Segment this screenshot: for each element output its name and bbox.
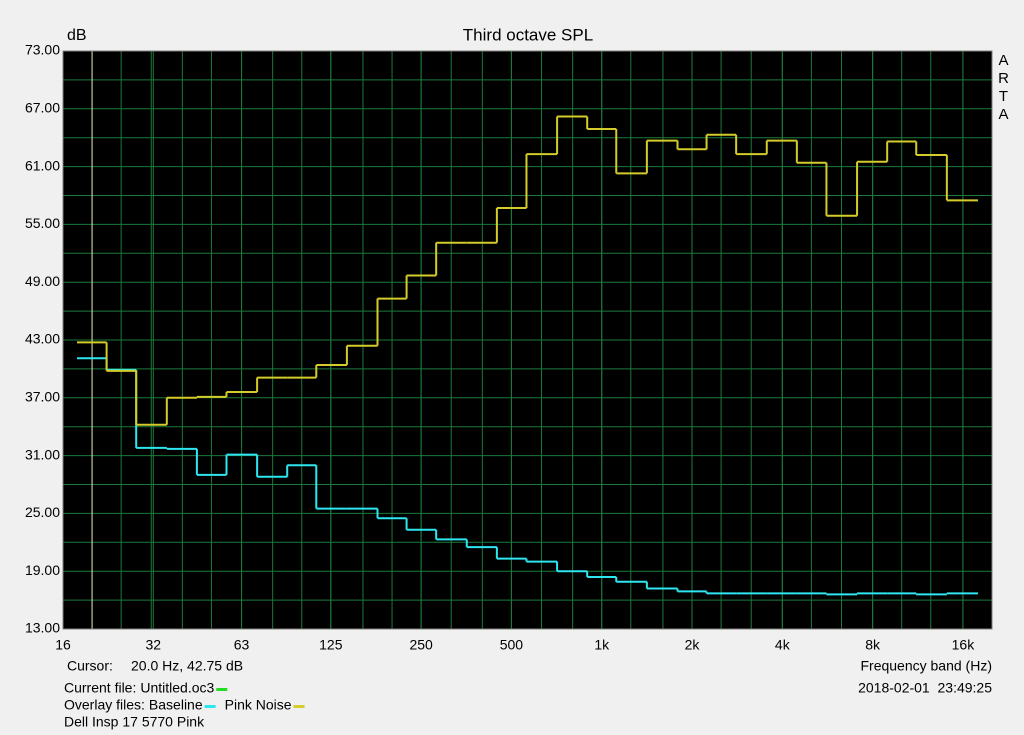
x-tick-label: 16k	[952, 637, 976, 653]
y-tick-label: 67.00	[25, 100, 60, 116]
y-tick-label: 25.00	[25, 504, 60, 520]
x-tick-label: 500	[500, 637, 524, 653]
x-tick-label: 125	[319, 637, 343, 653]
brand: ARTA	[995, 52, 1012, 124]
y-tick-label: 31.00	[25, 446, 60, 462]
y-tick-label: 13.00	[25, 620, 60, 636]
current-file-name: Untitled.oc3	[140, 680, 214, 696]
note: Dell Insp 17 5770 Pink	[64, 714, 205, 730]
y-tick-label: 37.00	[25, 389, 60, 405]
y-tick-label: 55.00	[25, 215, 60, 231]
legend-swatch	[293, 705, 305, 708]
x-tick-label: 8k	[865, 637, 881, 653]
plot-frame	[62, 50, 993, 630]
cursor-label: Cursor:	[67, 658, 113, 674]
x-tick-label: 250	[409, 637, 433, 653]
chart-title: Third octave SPL	[463, 25, 593, 44]
current-file-label: Current file:	[64, 680, 136, 696]
series-1	[77, 115, 978, 426]
x-tick-label: 16	[55, 637, 71, 653]
y-tick-label: 49.00	[25, 273, 60, 289]
legend-entry: Baseline	[149, 697, 203, 713]
legend-swatch	[204, 705, 216, 708]
series-0	[77, 357, 978, 596]
legend-entry: Pink Noise	[225, 697, 292, 713]
x-tick-label: 2k	[685, 637, 701, 653]
y-axis-label: dB	[67, 27, 87, 44]
x-tick-label: 32	[146, 637, 162, 653]
current-file-swatch	[216, 688, 228, 691]
overlay-label: Overlay files:	[64, 697, 145, 713]
cursor-value: 20.0 Hz, 42.75 dB	[131, 658, 243, 674]
y-tick-label: 19.00	[25, 562, 60, 578]
x-tick-label: 63	[234, 637, 250, 653]
y-tick-label: 61.00	[25, 157, 60, 173]
y-tick-label: 73.00	[25, 42, 60, 58]
x-axis-label: Frequency band (Hz)	[860, 658, 992, 674]
timestamp: 2018-02-01 23:49:25	[858, 680, 992, 696]
x-tick-label: 4k	[775, 637, 791, 653]
x-tick-label: 1k	[594, 637, 610, 653]
y-tick-label: 43.00	[25, 331, 60, 347]
